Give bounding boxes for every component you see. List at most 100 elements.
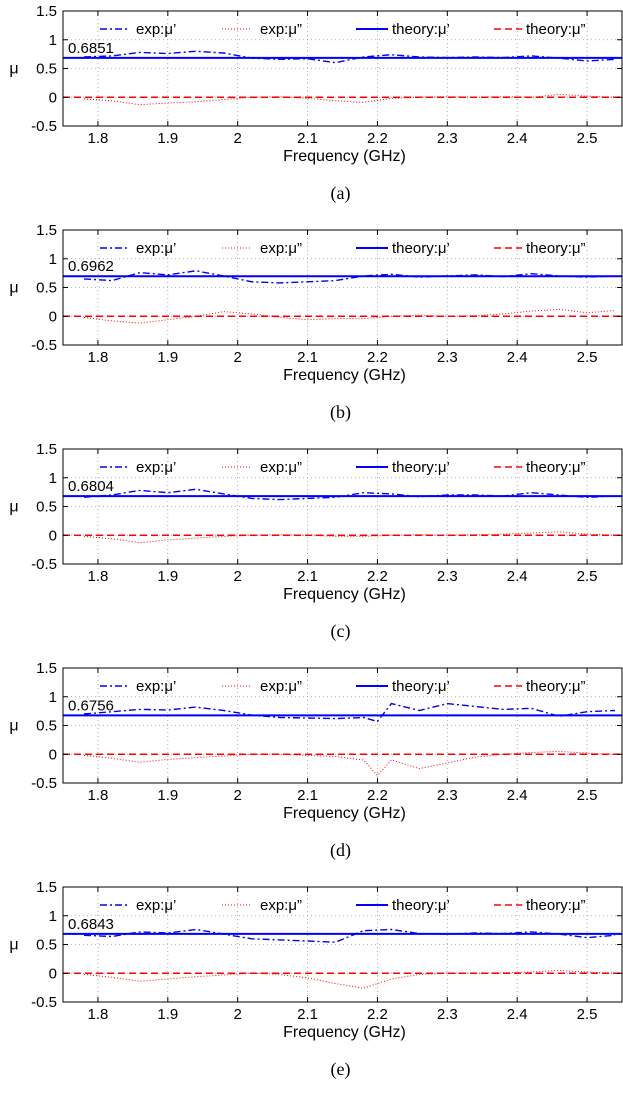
y-tick-label: 0 — [49, 965, 57, 982]
x-tick-label: 2.3 — [437, 349, 458, 366]
legend-label-exp-imag: exp:μ” — [260, 459, 302, 476]
x-tick-label: 2 — [234, 130, 242, 147]
y-tick-label: 1.5 — [36, 3, 57, 20]
x-tick-label: 2.5 — [577, 787, 598, 804]
legend-label-theory-real: theory:μ’ — [392, 897, 450, 914]
y-tick-label: 1 — [49, 470, 57, 487]
theory-value-annotation: 0.6843 — [68, 916, 114, 933]
y-tick-label: 0 — [49, 527, 57, 544]
x-tick-label: 2.5 — [577, 130, 598, 147]
x-tick-label: 2 — [234, 1006, 242, 1023]
x-tick-label: 1.8 — [88, 568, 109, 585]
series-exp-mu-imag — [83, 969, 616, 989]
x-tick-label: 2.3 — [437, 130, 458, 147]
x-tick-label: 2.3 — [437, 1006, 458, 1023]
x-tick-label: 2.2 — [367, 130, 388, 147]
x-tick-label: 2.1 — [297, 130, 318, 147]
panel-caption: (d) — [330, 840, 351, 861]
x-axis-label: Frequency (GHz) — [283, 148, 406, 165]
y-tick-label: -0.5 — [31, 118, 57, 135]
theory-value-annotation: 0.6851 — [68, 40, 114, 57]
x-tick-label: 2.2 — [367, 349, 388, 366]
theory-value-annotation: 0.6962 — [68, 258, 114, 275]
legend-label-theory-real: theory:μ’ — [392, 240, 450, 257]
series-exp-mu-imag — [83, 93, 616, 106]
x-tick-label: 1.8 — [88, 787, 109, 804]
legend-label-exp-imag: exp:μ” — [260, 678, 302, 695]
x-tick-label: 2 — [234, 349, 242, 366]
x-tick-label: 2.2 — [367, 1006, 388, 1023]
x-tick-label: 2 — [234, 787, 242, 804]
y-tick-label: 0 — [49, 89, 57, 106]
theory-value-annotation: 0.6804 — [68, 478, 114, 495]
y-tick-label: -0.5 — [31, 775, 57, 792]
legend-label-exp-real: exp:μ’ — [136, 21, 176, 38]
legend-label-theory-real: theory:μ’ — [392, 459, 450, 476]
panel-caption: (e) — [331, 1059, 351, 1080]
y-axis-label: μ — [9, 937, 18, 954]
y-axis-label: μ — [9, 280, 18, 297]
chart-panel-e: 1.8 1.9 2 2.1 2.2 2.3 2.4 2.5 -0.5 0 0.5 1 1.5 Freque… — [9, 879, 623, 1080]
legend-label-exp-real: exp:μ’ — [136, 678, 176, 695]
y-tick-label: 0 — [49, 308, 57, 325]
x-tick-label: 2.1 — [297, 349, 318, 366]
x-tick-label: 2.2 — [367, 568, 388, 585]
y-tick-label: 0.5 — [36, 499, 57, 516]
y-tick-label: 1.5 — [36, 441, 57, 458]
y-tick-label: 0.5 — [36, 718, 57, 735]
y-tick-label: -0.5 — [31, 556, 57, 573]
x-tick-label: 2.1 — [297, 1006, 318, 1023]
legend-label-exp-real: exp:μ’ — [136, 240, 176, 257]
y-tick-label: 1.5 — [36, 879, 57, 896]
panel-caption: (a) — [331, 183, 351, 204]
y-tick-label: 0.5 — [36, 280, 57, 297]
x-tick-label: 1.8 — [88, 1006, 109, 1023]
x-tick-label: 2.4 — [507, 349, 528, 366]
chart-panel-d: 1.8 1.9 2 2.1 2.2 2.3 2.4 2.5 -0.5 0 0.5 1 1.5 Freque… — [9, 660, 623, 861]
x-tick-label: 2.2 — [367, 787, 388, 804]
x-tick-label: 1.9 — [157, 130, 178, 147]
x-tick-label: 2.3 — [437, 568, 458, 585]
legend-label-exp-imag: exp:μ” — [260, 21, 302, 38]
y-tick-label: 0.5 — [36, 937, 57, 954]
y-tick-label: 0.5 — [36, 61, 57, 78]
y-tick-label: 1 — [49, 251, 57, 268]
chart-panel-b: 1.8 1.9 2 2.1 2.2 2.3 2.4 2.5 -0.5 0 0.5 1 1.5 Freque… — [9, 222, 623, 423]
legend-label-theory-imag: theory:μ” — [526, 240, 586, 257]
legend-label-theory-real: theory:μ’ — [392, 678, 450, 695]
panel-caption: (b) — [330, 402, 351, 423]
x-tick-label: 2.1 — [297, 568, 318, 585]
series-exp-mu-real — [83, 50, 616, 64]
y-tick-label: 1 — [49, 32, 57, 49]
y-tick-label: -0.5 — [31, 337, 57, 354]
series-exp-mu-real — [83, 702, 616, 723]
y-axis-label: μ — [9, 718, 18, 735]
legend-label-theory-imag: theory:μ” — [526, 459, 586, 476]
legend-label-exp-imag: exp:μ” — [260, 897, 302, 914]
x-tick-label: 1.8 — [88, 130, 109, 147]
series-exp-mu-real — [83, 928, 616, 943]
series-exp-mu-imag — [83, 308, 616, 324]
y-tick-label: 1.5 — [36, 222, 57, 239]
x-tick-label: 1.9 — [157, 787, 178, 804]
series-exp-mu-real — [83, 488, 616, 501]
y-tick-label: 0 — [49, 746, 57, 763]
x-tick-label: 2.5 — [577, 568, 598, 585]
x-tick-label: 1.9 — [157, 349, 178, 366]
x-axis-label: Frequency (GHz) — [283, 805, 406, 822]
x-tick-label: 1.9 — [157, 568, 178, 585]
chart-panel-c: 1.8 1.9 2 2.1 2.2 2.3 2.4 2.5 -0.5 0 0.5 1 1.5 Freque… — [9, 441, 623, 642]
legend-label-theory-imag: theory:μ” — [526, 678, 586, 695]
y-tick-label: 1 — [49, 689, 57, 706]
x-tick-label: 2 — [234, 568, 242, 585]
x-tick-label: 2.1 — [297, 787, 318, 804]
x-tick-label: 1.9 — [157, 1006, 178, 1023]
legend-label-exp-imag: exp:μ” — [260, 240, 302, 257]
y-axis-label: μ — [9, 499, 18, 516]
y-tick-label: -0.5 — [31, 994, 57, 1011]
series-exp-mu-real — [83, 270, 616, 284]
y-tick-label: 1.5 — [36, 660, 57, 677]
panel-caption: (c) — [331, 621, 351, 642]
legend-label-exp-real: exp:μ’ — [136, 897, 176, 914]
legend-label-theory-imag: theory:μ” — [526, 21, 586, 38]
